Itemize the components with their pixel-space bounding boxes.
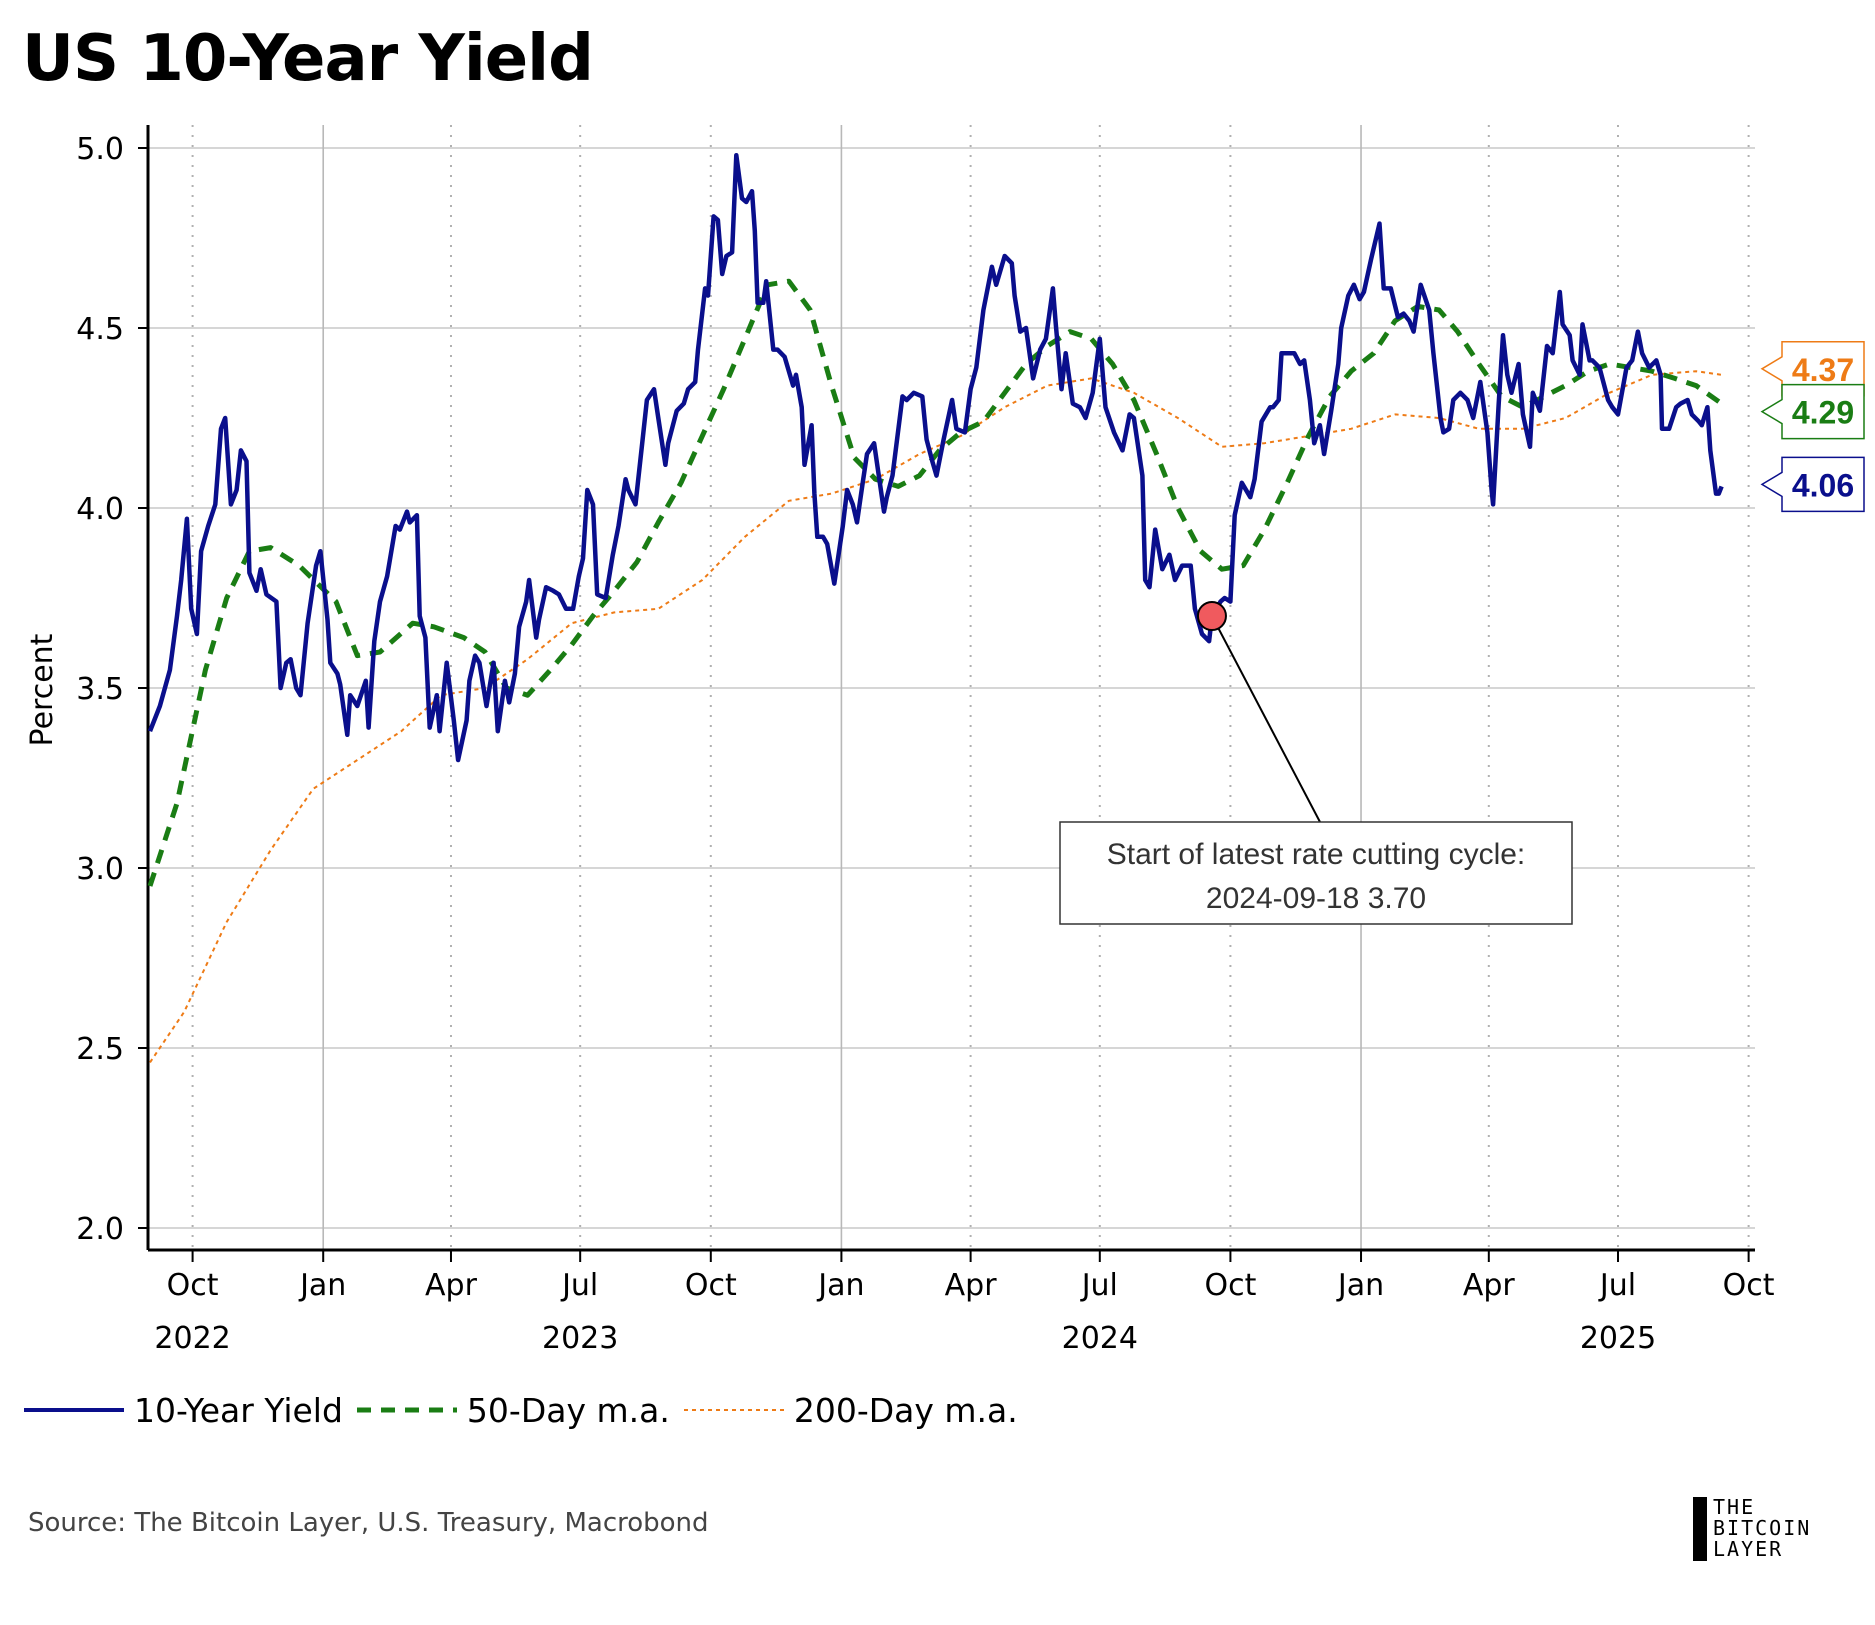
- legend-label-ma200: 200-Day m.a.: [793, 1390, 1018, 1430]
- x-tick-label: Jan: [1336, 1268, 1384, 1303]
- x-tick-label: Jan: [298, 1268, 346, 1303]
- series-line-yield: [147, 152, 1724, 763]
- end-label-ma50: 4.29: [1792, 395, 1854, 431]
- x-year-label: 2024: [1062, 1321, 1138, 1356]
- brand-line-2: BITCOIN: [1713, 1516, 1812, 1540]
- x-tick-label: Oct: [685, 1268, 737, 1303]
- x-tick-label: Apr: [945, 1268, 998, 1303]
- legend-label-yield: 10-Year Yield: [134, 1390, 343, 1430]
- y-tick-label: 2.0: [76, 1212, 124, 1247]
- x-tick-label: Oct: [1723, 1268, 1775, 1303]
- legend-swatch-ma50: [356, 1407, 457, 1413]
- legend-swatch-ma200: [683, 1409, 784, 1411]
- annotation-line-2: 2024-09-18 3.70: [1206, 882, 1426, 915]
- source-note: Source: The Bitcoin Layer, U.S. Treasury…: [28, 1508, 709, 1538]
- end-label-yield-box: [1760, 456, 1865, 513]
- y-tick-label: 4.0: [76, 492, 124, 527]
- end-label-ma200: 4.37: [1792, 352, 1854, 388]
- x-tick-label: Jul: [1080, 1268, 1118, 1303]
- legend-item-ma200: 200-Day m.a.: [683, 1390, 1018, 1430]
- legend-swatch-yield: [24, 1408, 124, 1412]
- y-tick-label: 3.0: [76, 852, 124, 887]
- brand-wordmark: THE BITCOIN LAYER: [1713, 1497, 1811, 1562]
- x-tick-label: Jul: [560, 1268, 598, 1303]
- legend: 10-Year Yield 50-Day m.a. 200-Day m.a.: [24, 1390, 1032, 1430]
- end-label-yield: 4.06: [1792, 467, 1854, 503]
- annotation-leader-line: [1211, 615, 1321, 823]
- x-year-label: 2022: [154, 1321, 230, 1356]
- brand-logo: THE BITCOIN LAYER: [1693, 1497, 1811, 1562]
- y-tick-label: 3.5: [76, 672, 124, 707]
- x-year-label: 2025: [1580, 1321, 1656, 1356]
- x-tick-label: Apr: [1463, 1268, 1516, 1303]
- x-tick-label: Jul: [1598, 1268, 1636, 1303]
- annotation-line-1: Start of latest rate cutting cycle:: [1107, 838, 1526, 871]
- legend-item-ma50: 50-Day m.a.: [356, 1390, 670, 1430]
- annotation-box: [1059, 821, 1573, 925]
- rate-cut-marker: [1196, 601, 1227, 631]
- x-tick-label: Oct: [1204, 1268, 1256, 1303]
- brand-bar: [1693, 1497, 1707, 1561]
- y-tick-label: 2.5: [76, 1032, 124, 1067]
- legend-item-yield: 10-Year Yield: [24, 1391, 343, 1430]
- y-tick-label: 5.0: [76, 132, 124, 167]
- series-line-ma50: [147, 278, 1724, 887]
- end-label-ma200-box: [1760, 341, 1865, 397]
- chart-title: US 10-Year Yield: [22, 22, 594, 96]
- x-tick-label: Apr: [425, 1268, 478, 1303]
- brand-line-3: LAYER: [1713, 1537, 1784, 1561]
- x-tick-label: Oct: [167, 1268, 219, 1303]
- x-year-label: 2023: [542, 1321, 618, 1356]
- legend-label-ma50: 50-Day m.a.: [466, 1390, 670, 1430]
- y-axis-label: Percent: [25, 633, 60, 746]
- end-label-ma50-box: [1760, 383, 1865, 440]
- brand-line-1: THE: [1713, 1495, 1756, 1519]
- series-line-ma200: [149, 370, 1722, 1063]
- x-tick-label: Jan: [816, 1268, 864, 1303]
- y-tick-label: 4.5: [76, 312, 124, 347]
